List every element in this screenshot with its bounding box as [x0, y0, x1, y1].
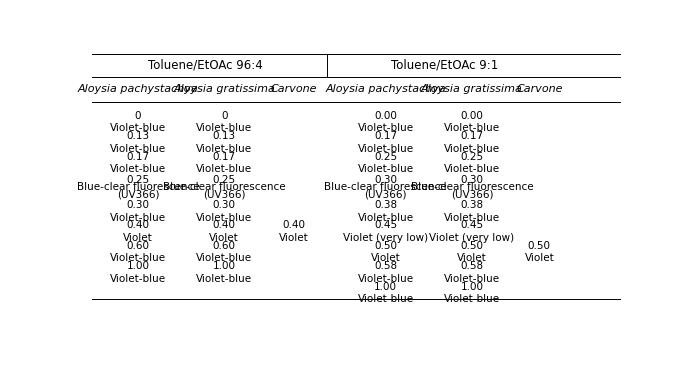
Text: 0.40: 0.40 — [213, 221, 236, 230]
Text: 1.00: 1.00 — [126, 261, 149, 271]
Text: Violet-blue: Violet-blue — [358, 212, 414, 222]
Text: 0.30: 0.30 — [461, 175, 484, 185]
Text: 0.25: 0.25 — [213, 175, 236, 185]
Text: Blue-clear fluorescence: Blue-clear fluorescence — [163, 182, 286, 192]
Text: 0.60: 0.60 — [213, 241, 236, 251]
Text: Violet-blue: Violet-blue — [358, 164, 414, 174]
Text: 1.00: 1.00 — [375, 281, 398, 291]
Text: Violet-blue: Violet-blue — [110, 212, 166, 222]
Text: 0.17: 0.17 — [460, 131, 484, 141]
Text: Violet-blue: Violet-blue — [196, 143, 252, 154]
Text: Violet (very low): Violet (very low) — [430, 233, 514, 243]
Text: 0.38: 0.38 — [460, 200, 484, 210]
Text: Aloysia gratissima: Aloysia gratissima — [421, 84, 523, 94]
Text: Violet-blue: Violet-blue — [444, 294, 500, 304]
Text: Violet: Violet — [279, 233, 309, 243]
Text: 0.50: 0.50 — [461, 241, 484, 251]
Text: Blue-clear fluorescence: Blue-clear fluorescence — [325, 182, 447, 192]
Text: 0.17: 0.17 — [213, 152, 236, 161]
Text: 0: 0 — [221, 111, 227, 121]
Text: Violet-blue: Violet-blue — [110, 143, 166, 154]
Text: Aloysia gratissima: Aloysia gratissima — [173, 84, 275, 94]
Text: Violet-blue: Violet-blue — [444, 123, 500, 133]
Text: Violet-blue: Violet-blue — [358, 143, 414, 154]
Text: 0: 0 — [135, 111, 141, 121]
Text: Blue-clear fluorescence: Blue-clear fluorescence — [76, 182, 199, 192]
Text: Violet: Violet — [525, 253, 554, 263]
Text: 0.30: 0.30 — [213, 200, 236, 210]
Text: 0.40: 0.40 — [283, 221, 306, 230]
Text: Violet: Violet — [123, 233, 153, 243]
Text: 0.45: 0.45 — [460, 221, 484, 230]
Text: Violet-blue: Violet-blue — [358, 123, 414, 133]
Text: Violet-blue: Violet-blue — [110, 164, 166, 174]
Text: 0.50: 0.50 — [528, 241, 551, 251]
Text: 0.25: 0.25 — [126, 175, 149, 185]
Text: Violet-blue: Violet-blue — [196, 164, 252, 174]
Text: 0.13: 0.13 — [213, 131, 236, 141]
Text: Violet-blue: Violet-blue — [110, 273, 166, 284]
Text: Violet: Violet — [209, 233, 239, 243]
Text: 0.45: 0.45 — [374, 221, 398, 230]
Text: 0.38: 0.38 — [374, 200, 398, 210]
Text: 0.40: 0.40 — [126, 221, 149, 230]
Text: (UV366): (UV366) — [117, 189, 159, 200]
Text: Violet-blue: Violet-blue — [196, 273, 252, 284]
Text: 0.00: 0.00 — [375, 111, 398, 121]
Text: (UV366): (UV366) — [365, 189, 407, 200]
Text: Carvone: Carvone — [516, 84, 562, 94]
Text: 1.00: 1.00 — [213, 261, 236, 271]
Text: Violet-blue: Violet-blue — [110, 123, 166, 133]
Text: Violet: Violet — [371, 253, 401, 263]
Text: 1.00: 1.00 — [461, 281, 484, 291]
Text: Violet-blue: Violet-blue — [358, 294, 414, 304]
Text: (UV366): (UV366) — [203, 189, 245, 200]
Text: 0.25: 0.25 — [374, 152, 398, 161]
Text: 0.58: 0.58 — [374, 261, 398, 271]
Text: Toluene/EtOAc 96:4: Toluene/EtOAc 96:4 — [148, 59, 263, 72]
Text: 0.30: 0.30 — [126, 200, 149, 210]
Text: Violet-blue: Violet-blue — [196, 212, 252, 222]
Text: 0.25: 0.25 — [460, 152, 484, 161]
Text: Violet: Violet — [457, 253, 487, 263]
Text: 0.13: 0.13 — [126, 131, 149, 141]
Text: 0.58: 0.58 — [460, 261, 484, 271]
Text: (UV366): (UV366) — [451, 189, 493, 200]
Text: Violet-blue: Violet-blue — [444, 273, 500, 284]
Text: Violet-blue: Violet-blue — [444, 143, 500, 154]
Text: Violet-blue: Violet-blue — [444, 164, 500, 174]
Text: 0.17: 0.17 — [374, 131, 398, 141]
Text: 0.60: 0.60 — [126, 241, 149, 251]
Text: Aloysia pachystachya: Aloysia pachystachya — [78, 84, 198, 94]
Text: Violet-blue: Violet-blue — [444, 212, 500, 222]
Text: Violet (very low): Violet (very low) — [343, 233, 428, 243]
Text: Violet-blue: Violet-blue — [110, 253, 166, 263]
Text: 0.30: 0.30 — [375, 175, 398, 185]
Text: Toluene/EtOAc 9:1: Toluene/EtOAc 9:1 — [391, 59, 499, 72]
Text: 0.17: 0.17 — [126, 152, 149, 161]
Text: Carvone: Carvone — [271, 84, 318, 94]
Text: Blue-clear fluorescence: Blue-clear fluorescence — [411, 182, 533, 192]
Text: Violet-blue: Violet-blue — [358, 273, 414, 284]
Text: 0.50: 0.50 — [375, 241, 398, 251]
Text: Violet-blue: Violet-blue — [196, 253, 252, 263]
Text: Aloysia pachystachya: Aloysia pachystachya — [325, 84, 446, 94]
Text: Violet-blue: Violet-blue — [196, 123, 252, 133]
Text: 0.00: 0.00 — [461, 111, 484, 121]
